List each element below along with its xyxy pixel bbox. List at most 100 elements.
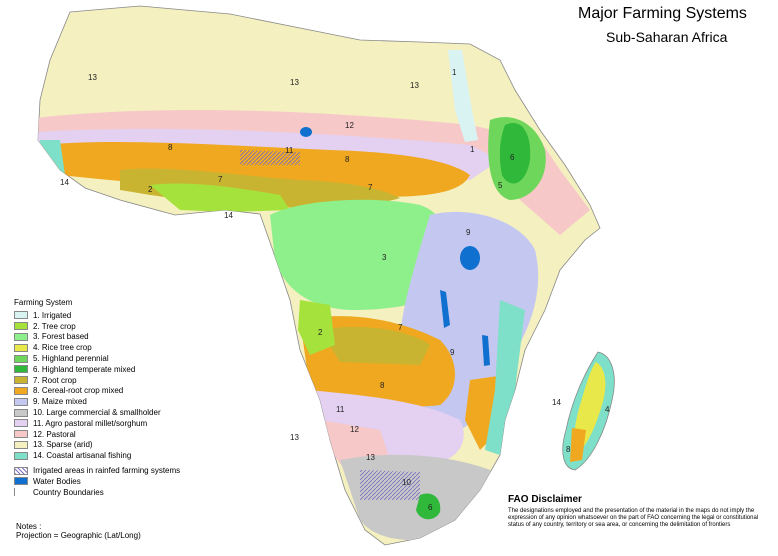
legend-item: 6. Highland temperate mixed xyxy=(14,364,254,375)
map-label-1: 1 xyxy=(470,145,475,154)
legend-items: 1. Irrigated 2. Tree crop 3. Forest based 4… xyxy=(14,310,254,461)
boundary-swatch xyxy=(14,488,28,497)
zone-irrigated-hatch-south xyxy=(360,470,420,500)
legend-item-label: 8. Cereal-root crop mixed xyxy=(33,386,124,396)
zone-coastal-fishing-east xyxy=(485,300,525,455)
legend-extra-label: Water Bodies xyxy=(33,476,81,486)
map-label-7: 7 xyxy=(218,175,223,184)
notes: Notes : Projection = Geographic (Lat/Lon… xyxy=(16,522,141,540)
zone-irrigated-nile xyxy=(448,50,478,142)
legend-item: 10. Large commercial & smallholder xyxy=(14,407,254,418)
legend-item: 7. Root crop xyxy=(14,375,254,386)
map-label-14: 14 xyxy=(224,211,233,220)
legend-item: 12. Pastoral xyxy=(14,429,254,440)
disclaimer: FAO Disclaimer The designations employed… xyxy=(508,494,770,529)
legend-swatch xyxy=(14,343,28,352)
zone-tree-crop-coast xyxy=(150,183,290,212)
legend-item: 5. Highland perennial xyxy=(14,353,254,364)
map-label-13: 13 xyxy=(410,81,419,90)
water-swatch xyxy=(14,477,28,486)
map-label-8: 8 xyxy=(566,445,571,454)
map-label-8: 8 xyxy=(168,143,173,152)
zone-tree-crop-angola xyxy=(298,300,335,355)
legend-swatch xyxy=(14,332,28,341)
zone-forest-congo xyxy=(270,199,450,310)
legend-item-label: 5. Highland perennial xyxy=(33,354,109,364)
map-label-7: 7 xyxy=(398,323,403,332)
legend-swatch xyxy=(14,397,28,406)
legend-item-label: 12. Pastoral xyxy=(33,429,76,439)
legend-item-label: 9. Maize mixed xyxy=(33,397,87,407)
map-label-9: 9 xyxy=(450,348,455,357)
map-label-7: 7 xyxy=(368,183,373,192)
zone-pastoral-band xyxy=(38,109,590,235)
legend-item: 3. Forest based xyxy=(14,332,254,343)
legend-item: 14. Coastal artisanal fishing xyxy=(14,450,254,461)
map-label-1: 1 xyxy=(452,68,457,77)
legend-extra-label: Irrigated areas in rainfed farming syste… xyxy=(33,466,181,476)
legend-swatch xyxy=(14,322,28,331)
map-label-12: 12 xyxy=(350,425,359,434)
map-label-13: 13 xyxy=(366,453,375,462)
legend-item-label: 13. Sparse (arid) xyxy=(33,440,93,450)
legend-item-country-boundaries: Country Boundaries xyxy=(14,487,254,498)
disclaimer-title: FAO Disclaimer xyxy=(508,494,582,505)
zone-highland-lesotho xyxy=(416,493,441,520)
legend: Farming System 1. Irrigated 2. Tree crop 3… xyxy=(14,298,254,498)
map-label-8: 8 xyxy=(345,155,350,164)
legend-swatch xyxy=(14,430,28,439)
legend-item-label: 3. Forest based xyxy=(33,332,89,342)
legend-item-label: 10. Large commercial & smallholder xyxy=(33,408,161,418)
zone-highland-temperate-ethiopia xyxy=(499,123,531,184)
map-subtitle: Sub-Saharan Africa xyxy=(606,29,728,45)
map-label-9: 9 xyxy=(466,228,471,237)
legend-item-label: 4. Rice tree crop xyxy=(33,343,92,353)
hatch-swatch xyxy=(14,466,28,475)
lake-chad xyxy=(300,127,312,137)
legend-swatch xyxy=(14,376,28,385)
legend-swatch xyxy=(14,440,28,449)
legend-item: 1. Irrigated xyxy=(14,310,254,321)
map-label-2: 2 xyxy=(148,185,153,194)
map-label-6: 6 xyxy=(428,503,433,512)
legend-item-label: 1. Irrigated xyxy=(33,310,72,320)
legend-swatch xyxy=(14,419,28,428)
map-label-10: 10 xyxy=(402,478,411,487)
map-label-2: 2 xyxy=(318,328,323,337)
legend-item: 8. Cereal-root crop mixed xyxy=(14,386,254,397)
legend-swatch xyxy=(14,408,28,417)
legend-item: 9. Maize mixed xyxy=(14,396,254,407)
map-label-8: 8 xyxy=(380,381,385,390)
zone-root-crop-south xyxy=(320,326,430,365)
legend-swatch xyxy=(14,365,28,374)
map-label-5: 5 xyxy=(498,181,503,190)
legend-item-water-bodies: Water Bodies xyxy=(14,476,254,487)
legend-item-label: 7. Root crop xyxy=(33,375,77,385)
map-label-11: 11 xyxy=(285,146,294,155)
map-label-13: 13 xyxy=(290,78,299,87)
notes-heading: Notes : xyxy=(16,522,42,531)
lake-malawi xyxy=(482,335,490,366)
legend-swatch xyxy=(14,451,28,460)
legend-item-label: 6. Highland temperate mixed xyxy=(33,364,136,374)
legend-item-label: 11. Agro pastoral millet/sorghum xyxy=(33,418,148,428)
legend-item-irrigated-areas: Irrigated areas in rainfed farming syste… xyxy=(14,465,254,476)
map-label-14: 14 xyxy=(552,398,561,407)
map-label-11: 11 xyxy=(336,405,345,414)
map-label-12: 12 xyxy=(345,121,354,130)
disclaimer-text: The designations employed and the presen… xyxy=(508,508,759,528)
legend-item: 13. Sparse (arid) xyxy=(14,440,254,451)
map-label-14: 14 xyxy=(60,178,69,187)
legend-item-label: 2. Tree crop xyxy=(33,321,76,331)
madagascar-cereal-root xyxy=(570,428,586,462)
zone-labels: 13 13 13 12 11 8 8 7 7 2 3 6 5 9 9 7 8 1… xyxy=(60,68,610,512)
legend-swatch xyxy=(14,386,28,395)
legend-heading: Farming System xyxy=(14,298,73,307)
map-label-13: 13 xyxy=(88,73,97,82)
legend-extra-label: Country Boundaries xyxy=(33,487,104,497)
map-title: Major Farming Systems xyxy=(578,5,747,22)
legend-item: 4. Rice tree crop xyxy=(14,342,254,353)
map-label-4: 4 xyxy=(605,405,610,414)
lake-victoria xyxy=(460,246,480,270)
